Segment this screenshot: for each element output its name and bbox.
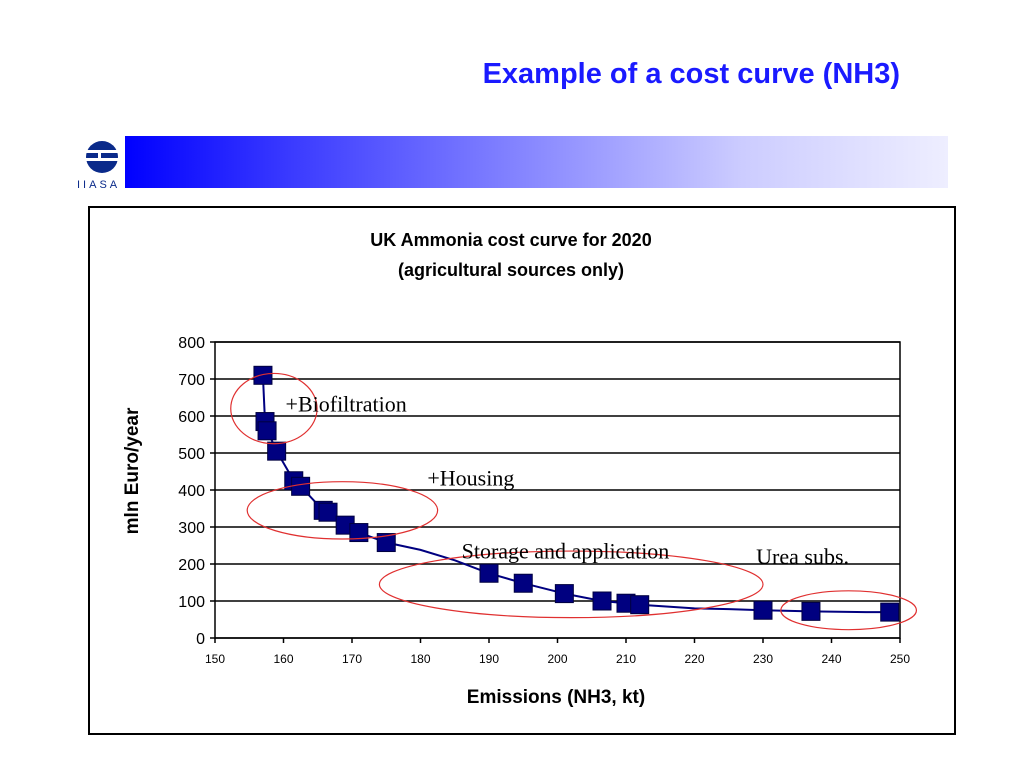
- cost-curve-chart: UK Ammonia cost curve for 2020 (agricult…: [122, 230, 918, 708]
- data-point: [349, 523, 369, 543]
- x-tick-label: 170: [342, 652, 362, 666]
- data-point: [513, 573, 533, 593]
- data-point: [554, 584, 574, 604]
- highlight-ellipse: [246, 481, 439, 540]
- y-tick-label: 100: [178, 594, 205, 611]
- y-tick-label: 400: [178, 483, 205, 500]
- slide-title: Example of a cost curve (NH3): [482, 58, 900, 90]
- data-point: [801, 601, 821, 621]
- data-point: [479, 563, 499, 583]
- header-banner: [125, 136, 948, 188]
- data-point: [318, 502, 338, 522]
- y-tick-label: 300: [178, 520, 205, 537]
- x-tick-label: 220: [684, 652, 704, 666]
- x-tick-label: 210: [616, 652, 636, 666]
- chart-title: UK Ammonia cost curve for 2020: [370, 230, 651, 250]
- data-point: [753, 600, 773, 620]
- y-tick-label: 200: [178, 557, 205, 574]
- annotation-label: Storage and application: [462, 538, 670, 563]
- x-tick-label: 200: [547, 652, 567, 666]
- highlight-ellipse: [378, 550, 764, 619]
- series-line: [261, 375, 890, 614]
- chart-frame: UK Ammonia cost curve for 2020 (agricult…: [88, 206, 956, 735]
- chart-subtitle: (agricultural sources only): [398, 260, 624, 280]
- data-point: [630, 595, 650, 615]
- data-point: [267, 441, 287, 461]
- x-tick-label: 150: [205, 652, 225, 666]
- y-axis-title: mln Euro/year: [122, 407, 143, 534]
- data-point: [880, 602, 900, 622]
- data-point: [291, 476, 311, 496]
- data-point: [253, 365, 273, 385]
- highlight-ellipse: [780, 590, 918, 631]
- y-tick-label: 600: [178, 409, 205, 426]
- annotation-label: +Biofiltration: [286, 392, 407, 417]
- x-tick-label: 190: [479, 652, 499, 666]
- annotation-label: Urea subs.: [756, 544, 849, 569]
- highlight-ellipse: [230, 372, 318, 445]
- y-tick-label: 800: [178, 335, 205, 352]
- x-axis-title: Emissions (NH3, kt): [467, 687, 645, 708]
- logo-text: IIASA: [77, 179, 120, 191]
- x-tick-label: 160: [273, 652, 293, 666]
- x-tick-label: 230: [753, 652, 773, 666]
- data-point: [376, 533, 396, 553]
- iiasa-logo: IIASA: [74, 136, 122, 192]
- annotation-label: +Housing: [427, 466, 514, 491]
- x-tick-label: 180: [410, 652, 430, 666]
- y-tick-label: 500: [178, 446, 205, 463]
- data-point: [592, 591, 612, 611]
- y-tick-label: 0: [196, 631, 205, 648]
- data-point: [257, 421, 277, 441]
- y-tick-label: 700: [178, 372, 205, 389]
- x-tick-label: 240: [821, 652, 841, 666]
- x-tick-label: 250: [890, 652, 910, 666]
